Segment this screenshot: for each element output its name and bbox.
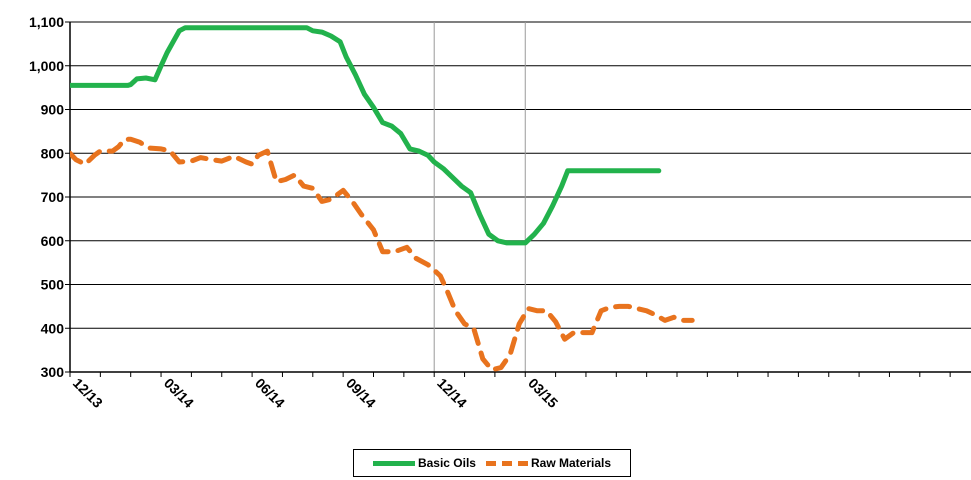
vertical-reference-lines	[433, 22, 526, 372]
y-tick-label: 700	[41, 189, 65, 205]
legend-label-basic-oils: Basic Oils	[417, 456, 476, 470]
series-line-basic-oils	[70, 25, 662, 246]
x-tick-labels: 12/13 03/14 06/14 09/14 12/14 03/15	[70, 375, 561, 411]
x-tick-label: 06/14	[252, 375, 288, 411]
x-tick-label: 09/14	[343, 375, 379, 411]
legend: Basic Oils Raw Materials	[353, 449, 631, 477]
x-tick-label: 12/13	[70, 375, 106, 411]
x-tick-label: 03/14	[161, 375, 197, 411]
y-tick-label: 500	[41, 277, 65, 293]
axes	[65, 21, 971, 377]
y-tick-label: 600	[41, 233, 65, 249]
series-lines	[70, 25, 695, 372]
legend-swatch-raw-materials	[485, 460, 528, 466]
legend-item-basic-oils: Basic Oils	[372, 456, 476, 470]
y-tick-label: 1,100	[29, 14, 64, 30]
legend-item-raw-materials: Raw Materials	[485, 456, 612, 470]
series-line-raw-materials	[70, 136, 695, 372]
x-tick-label: 12/14	[434, 375, 470, 411]
y-tick-labels: 300 400 500 600 700 800 900 1,000 1,100	[29, 14, 64, 380]
y-tick-label: 800	[41, 145, 65, 161]
y-tick-label: 1,000	[29, 58, 64, 74]
x-tick-label: 03/15	[525, 375, 561, 411]
y-tick-label: 400	[41, 320, 65, 336]
y-tick-label: 300	[41, 364, 65, 380]
legend-label-raw-materials: Raw Materials	[530, 456, 612, 470]
y-tick-label: 900	[41, 102, 65, 118]
legend-swatch-basic-oils	[372, 460, 415, 466]
gridlines	[70, 21, 971, 373]
